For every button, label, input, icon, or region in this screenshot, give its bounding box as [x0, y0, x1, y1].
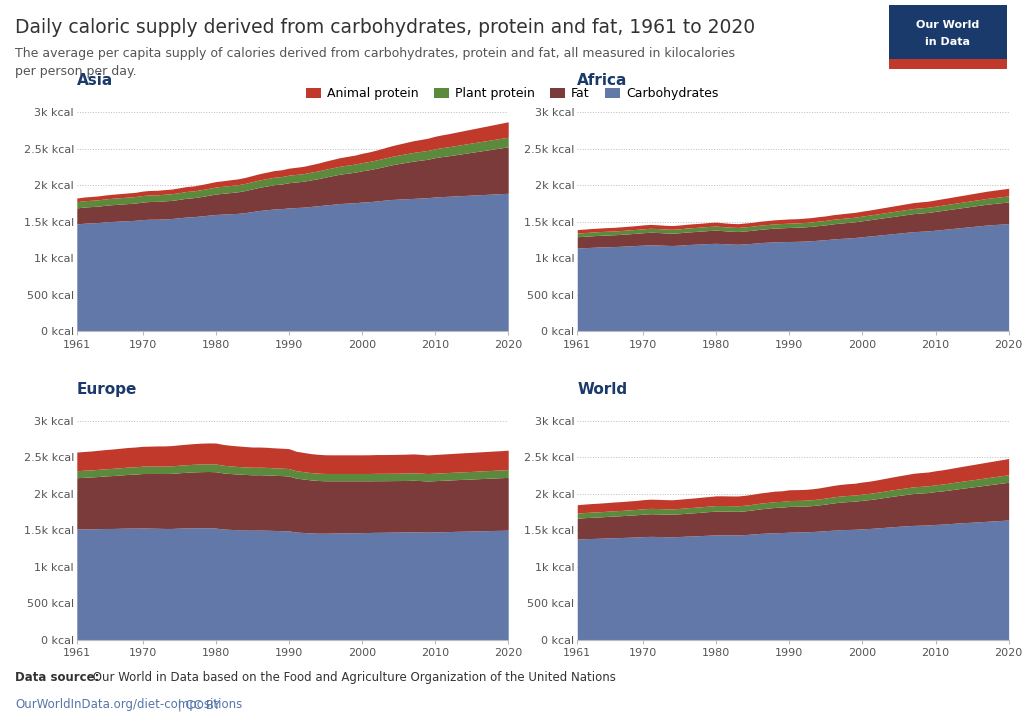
Text: OurWorldInData.org/diet-compositions: OurWorldInData.org/diet-compositions — [15, 698, 243, 711]
Text: Daily caloric supply derived from carbohydrates, protein and fat, 1961 to 2020: Daily caloric supply derived from carboh… — [15, 18, 756, 37]
Text: World: World — [578, 382, 628, 397]
Legend: Animal protein, Plant protein, Fat, Carbohydrates: Animal protein, Plant protein, Fat, Carb… — [301, 82, 723, 105]
Text: Data source:: Data source: — [15, 671, 100, 684]
Bar — [889, 5, 1007, 59]
Text: Africa: Africa — [578, 73, 628, 88]
Text: Asia: Asia — [77, 73, 113, 88]
Text: Europe: Europe — [77, 382, 137, 397]
Text: The average per capita supply of calories derived from carbohydrates, protein an: The average per capita supply of calorie… — [15, 47, 735, 78]
Text: in Data: in Data — [926, 37, 970, 47]
Text: Our World: Our World — [916, 20, 979, 30]
Bar — [889, 59, 1007, 69]
Text: Our World in Data based on the Food and Agriculture Organization of the United N: Our World in Data based on the Food and … — [89, 671, 616, 684]
Text: | CC BY: | CC BY — [174, 698, 220, 711]
